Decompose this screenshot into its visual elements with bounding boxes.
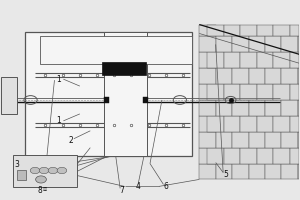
Bar [199,52,216,68]
Bar [232,164,248,179]
Bar [240,52,257,68]
Bar [290,52,299,68]
Text: 7: 7 [119,186,124,195]
Bar [281,164,298,179]
Bar [257,84,273,100]
Circle shape [39,167,49,174]
Bar [104,32,147,156]
Bar [290,116,299,132]
Bar [298,164,299,179]
Bar [208,52,224,68]
Bar [232,100,248,116]
Bar [104,97,109,103]
Bar [257,148,273,164]
Bar [265,68,281,84]
Bar [290,148,299,164]
Text: 4: 4 [136,182,140,191]
Bar [281,36,298,52]
Bar [298,100,299,116]
Bar [232,36,248,52]
Text: 1: 1 [56,75,61,84]
Bar [40,36,192,64]
Circle shape [36,176,46,183]
Bar [199,25,216,36]
Text: 3: 3 [15,160,20,169]
Bar [281,100,298,116]
Bar [216,36,232,52]
Bar [248,164,265,179]
Bar [257,116,273,132]
Bar [257,52,273,68]
Circle shape [48,167,58,174]
Bar [216,100,232,116]
Bar [199,36,216,52]
Bar [17,170,26,180]
Text: 2: 2 [68,136,73,145]
Circle shape [57,167,67,174]
Bar [13,155,77,187]
Bar [240,84,257,100]
Bar [281,68,298,84]
Bar [216,164,232,179]
Bar [273,52,290,68]
Bar [240,25,257,36]
Bar [273,84,290,100]
Bar [273,25,290,36]
Circle shape [30,167,40,174]
Bar [102,62,146,75]
Bar [1,77,17,114]
Bar [240,148,257,164]
Bar [281,132,298,148]
Bar [142,97,148,103]
Bar [273,116,290,132]
Text: 1: 1 [56,116,61,125]
Bar [248,68,265,84]
Bar [208,148,224,164]
Bar [298,36,299,52]
Bar [290,84,299,100]
Bar [199,68,216,84]
Bar [199,148,216,164]
Bar [208,84,224,100]
Bar [208,25,224,36]
Bar [199,84,216,100]
Bar [298,132,299,148]
Bar [224,84,240,100]
Bar [224,116,240,132]
Bar [224,52,240,68]
Bar [298,68,299,84]
Bar [232,132,248,148]
Text: 8: 8 [37,186,42,195]
Bar [199,100,216,116]
Bar [240,116,257,132]
Bar [290,25,299,36]
Bar [25,32,192,156]
Bar [273,148,290,164]
Bar [248,36,265,52]
Bar [265,36,281,52]
Bar [265,100,281,116]
Bar [265,164,281,179]
Text: 6: 6 [164,182,169,191]
Bar [199,164,216,179]
Bar [265,132,281,148]
Bar [224,25,240,36]
Bar [199,132,216,148]
Bar [199,116,216,132]
Bar [232,68,248,84]
Bar [257,25,273,36]
Text: 控制: 控制 [43,187,48,191]
Bar [208,116,224,132]
Bar [248,100,265,116]
Bar [216,68,232,84]
Text: 5: 5 [224,170,229,179]
Bar [216,132,232,148]
Bar [248,132,265,148]
Bar [224,148,240,164]
